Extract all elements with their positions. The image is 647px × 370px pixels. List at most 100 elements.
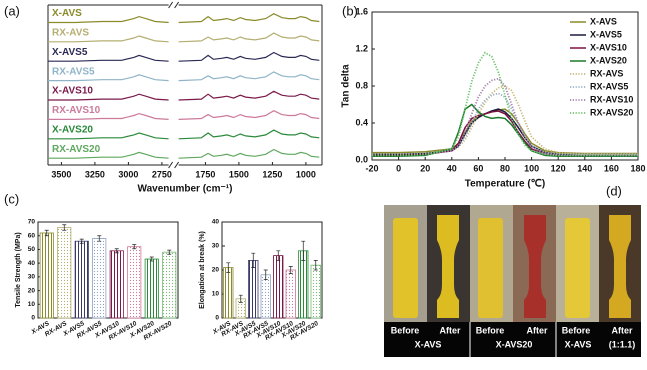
photo-label: After [526, 325, 547, 335]
legend-label: RX-AVS5 [590, 81, 628, 91]
panel-label: (b) [342, 3, 358, 18]
x-tick-label: 1000 [296, 169, 316, 179]
specimen [524, 215, 546, 318]
error-bar [251, 252, 256, 268]
y-tick-label: 30 [28, 274, 36, 281]
error-bar [263, 269, 268, 280]
data-line [372, 51, 638, 157]
x-tick-label: 3250 [85, 169, 105, 179]
bar [74, 240, 89, 319]
y-tick-label: 20 [212, 267, 220, 274]
legend-label: RX-AVS [590, 68, 623, 78]
photo-label: Before [476, 325, 505, 335]
y-tick-label: 50 [28, 246, 36, 253]
spectrum-line [48, 13, 320, 24]
bar [39, 232, 54, 319]
y-tick-label: 40 [28, 260, 36, 267]
panel-label: (d) [606, 183, 622, 198]
spectrum-line [48, 71, 320, 82]
bar [298, 250, 309, 319]
series-label: RX-AVS [52, 27, 89, 38]
spectrum-line [48, 148, 320, 159]
y-axis-label: Tensile Strength (MPa) [15, 232, 22, 307]
error-bar [226, 262, 231, 273]
x-tick-label: 120 [551, 163, 566, 173]
x-tick-label: 40 [447, 163, 457, 173]
y-tick-label: 40 [212, 219, 220, 226]
error-bar [313, 260, 318, 271]
specimen [478, 218, 503, 318]
y-tick-label: 0 [31, 315, 35, 322]
caption-band [384, 322, 641, 357]
series-label: X-AVS5 [52, 47, 88, 58]
legend-label: X-AVS [590, 16, 617, 26]
sample-label: X-AVS20 [496, 339, 533, 349]
plot-frame [37, 221, 179, 319]
y-tick-label: 0.8 [355, 80, 368, 90]
error-bar [288, 266, 293, 274]
x-tick-label: 1250 [262, 169, 282, 179]
y-tick-label: 60 [28, 232, 36, 239]
error-bar [97, 235, 102, 242]
error-bar [276, 250, 281, 261]
y-tick-label: 0 [215, 315, 219, 322]
bar [273, 255, 284, 319]
x-axis-label: Temperature (℃) [465, 179, 546, 190]
x-tick-label: -20 [365, 163, 378, 173]
axis-break [168, 161, 180, 169]
legend-label: RX-AVS20 [590, 107, 633, 117]
series-label: X-AVS20 [52, 124, 93, 135]
error-bar [44, 229, 49, 237]
error-bar [79, 238, 84, 244]
photo-label: Before [391, 325, 420, 335]
bar [260, 274, 271, 319]
sample-label: (1:1.1) [609, 339, 636, 349]
y-tick-label: 10 [28, 301, 36, 308]
panel-label: (a) [4, 3, 20, 18]
error-bar [167, 249, 172, 255]
y-tick-label: 0.0 [355, 154, 368, 164]
y-tick-label: 0.4 [355, 117, 368, 127]
x-tick-label: 3000 [118, 169, 138, 179]
x-tick-label: 100 [524, 163, 539, 173]
legend-label: X-AVS5 [590, 29, 622, 39]
y-axis-label: Tan delta [341, 64, 352, 108]
data-line [372, 77, 638, 157]
spectrum-line [48, 51, 320, 62]
y-tick-label: 10 [212, 291, 220, 298]
panel-label: (c) [4, 191, 19, 206]
error-bar [132, 244, 137, 250]
x-tick-label: 2750 [152, 169, 172, 179]
x-tick-label: 160 [604, 163, 619, 173]
bar [285, 269, 296, 319]
bar [162, 251, 177, 319]
error-bar [238, 294, 243, 303]
series-label: X-AVS [52, 8, 82, 19]
error-bar [301, 240, 306, 261]
specimen [393, 218, 418, 318]
spectrum-line [48, 90, 320, 101]
x-tick-label: 20 [420, 163, 430, 173]
bar [248, 259, 259, 319]
x-tick-label: 1750 [195, 169, 215, 179]
legend-label: X-AVS10 [590, 42, 627, 52]
bar [223, 267, 234, 319]
x-tick-label: 0 [396, 163, 401, 173]
series-label: RX-AVS10 [52, 105, 101, 116]
error-bar [149, 256, 154, 262]
x-tick-label: 3500 [51, 169, 71, 179]
sample-label: X-AVS [565, 339, 592, 349]
series-label: RX-AVS5 [52, 66, 95, 77]
x-tick-label: 80 [500, 163, 510, 173]
y-tick-label: 1.2 [355, 43, 368, 53]
y-tick-label: 70 [28, 219, 36, 226]
y-tick-label: 30 [212, 243, 220, 250]
photo: Before After Before After Before After X… [384, 205, 641, 357]
error-bar [62, 224, 67, 231]
bar [92, 238, 107, 319]
photo-label: After [439, 325, 460, 335]
sample-label: X-AVS [415, 339, 442, 349]
x-tick-label: 140 [577, 163, 592, 173]
specimen [565, 218, 590, 318]
series-label: X-AVS10 [52, 86, 93, 97]
